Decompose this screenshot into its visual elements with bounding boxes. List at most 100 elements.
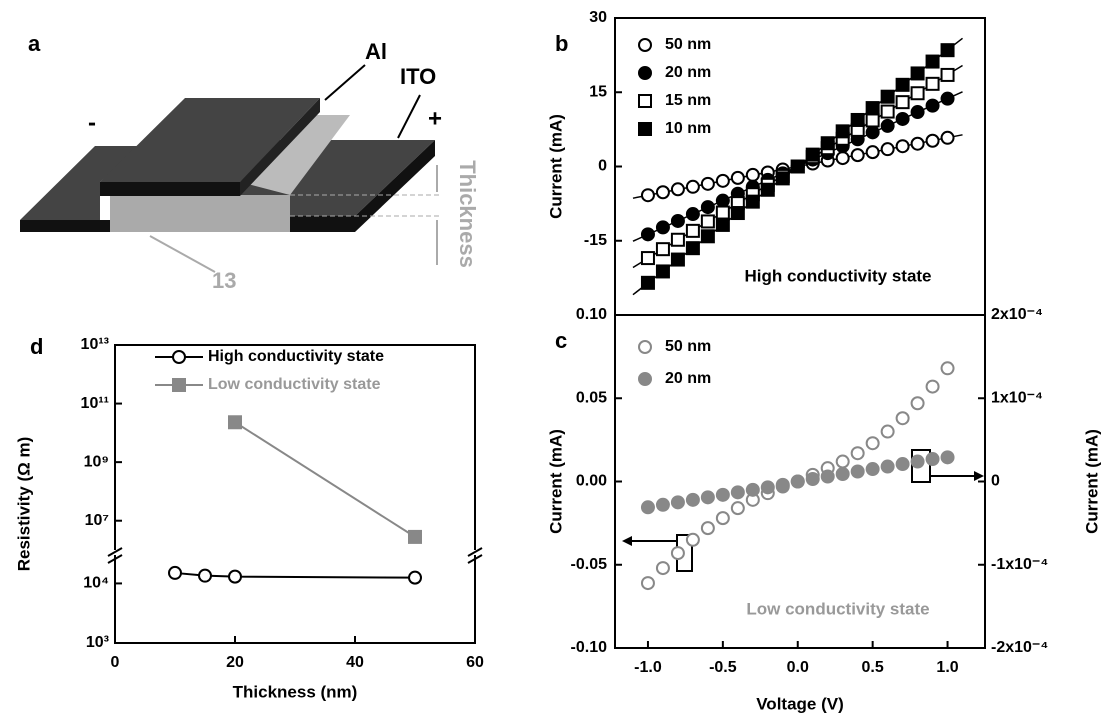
data-point — [865, 145, 880, 160]
legend-label: 50 nm — [665, 338, 711, 355]
data-point — [820, 136, 835, 151]
data-point — [880, 424, 895, 439]
pointer — [149, 235, 216, 273]
axis-break — [107, 547, 123, 557]
data-point — [805, 472, 820, 487]
y-tick-label: 0.05 — [576, 389, 607, 406]
data-point — [820, 469, 835, 484]
data-point — [775, 477, 790, 492]
data-point — [715, 173, 730, 188]
x-tick-label: 1.0 — [936, 659, 958, 676]
pointer — [397, 94, 421, 139]
data-point — [228, 415, 242, 430]
data-point — [895, 411, 910, 426]
x-tick-label: -0.5 — [709, 659, 737, 676]
data-point — [670, 182, 685, 197]
data-point — [700, 229, 715, 244]
data-point — [745, 482, 760, 497]
data-point — [198, 568, 212, 583]
label: - — [88, 109, 96, 136]
axis-title: Resistivity (Ω m) — [14, 437, 33, 572]
data-point — [925, 76, 940, 91]
data-point — [640, 188, 655, 203]
data-point — [940, 361, 955, 376]
y-tick-label: -0.10 — [571, 639, 608, 656]
panel-label: b — [555, 31, 568, 56]
y-tick-label: 10⁷ — [85, 512, 109, 529]
data-point — [655, 497, 670, 512]
x-tick-label: 60 — [466, 654, 484, 671]
data-point — [168, 565, 182, 580]
axis-title: Current (mA) — [546, 429, 565, 534]
data-point — [640, 576, 655, 591]
series-line — [234, 421, 416, 538]
data-point — [715, 511, 730, 526]
box — [911, 449, 931, 483]
data-point — [715, 193, 730, 208]
y2-tick-label: 0 — [991, 473, 1000, 490]
data-point — [865, 125, 880, 140]
series-line — [174, 571, 416, 579]
y-tick-label: 0 — [598, 158, 607, 175]
data-point — [655, 242, 670, 257]
data-point — [760, 182, 775, 197]
data-point — [865, 436, 880, 451]
data-point — [760, 480, 775, 495]
legend-marker — [638, 340, 652, 354]
data-point — [640, 227, 655, 242]
data-point — [940, 91, 955, 106]
axis-break — [467, 547, 483, 557]
data-point — [730, 485, 745, 500]
legend-marker — [638, 122, 652, 136]
data-point — [730, 206, 745, 221]
data-point — [925, 452, 940, 467]
legend-marker — [638, 38, 652, 52]
data-point — [700, 200, 715, 215]
x-tick-label: 0.5 — [862, 659, 884, 676]
legend-label: 20 nm — [665, 370, 711, 387]
data-point — [805, 147, 820, 162]
data-point — [670, 546, 685, 561]
data-point — [685, 492, 700, 507]
pointer — [324, 64, 366, 101]
panel-label: c — [555, 328, 567, 353]
data-point — [910, 105, 925, 120]
data-point — [655, 561, 670, 576]
y2-tick-label: 1x10⁻⁴ — [991, 389, 1043, 406]
plot-frame — [114, 344, 476, 644]
axis-title: Current (mA) — [1082, 429, 1101, 534]
y-tick-label: 0.10 — [576, 306, 607, 323]
panel-label: d — [30, 334, 43, 359]
y-tick-label: 10⁴ — [83, 575, 109, 592]
data-point — [745, 167, 760, 182]
data-point — [790, 474, 805, 489]
data-point — [940, 450, 955, 465]
label: Thickness — [455, 160, 480, 268]
film-top — [240, 115, 350, 195]
label: 13 — [212, 268, 236, 293]
legend-marker — [172, 350, 186, 364]
data-point — [925, 379, 940, 394]
y-tick-label: 15 — [589, 83, 607, 100]
data-point — [685, 532, 700, 547]
y-tick-label: -15 — [584, 232, 607, 249]
data-point — [940, 130, 955, 145]
data-point — [640, 500, 655, 515]
x-tick-label: 20 — [226, 654, 244, 671]
panel-label: a — [28, 31, 41, 56]
x-tick-label: 0 — [111, 654, 120, 671]
data-point — [685, 223, 700, 238]
data-point — [640, 275, 655, 290]
data-point — [408, 570, 422, 585]
data-point — [715, 487, 730, 502]
data-point — [880, 89, 895, 104]
y-tick-label: 10¹¹ — [81, 395, 109, 412]
data-point — [408, 529, 422, 544]
data-point — [700, 176, 715, 191]
legend-label: 10 nm — [665, 120, 711, 137]
left-electrode — [20, 146, 140, 220]
left-front — [20, 220, 110, 232]
label: ITO — [400, 64, 436, 89]
axis-title: Voltage (V) — [756, 694, 844, 713]
y-tick-label: 10³ — [86, 634, 109, 651]
